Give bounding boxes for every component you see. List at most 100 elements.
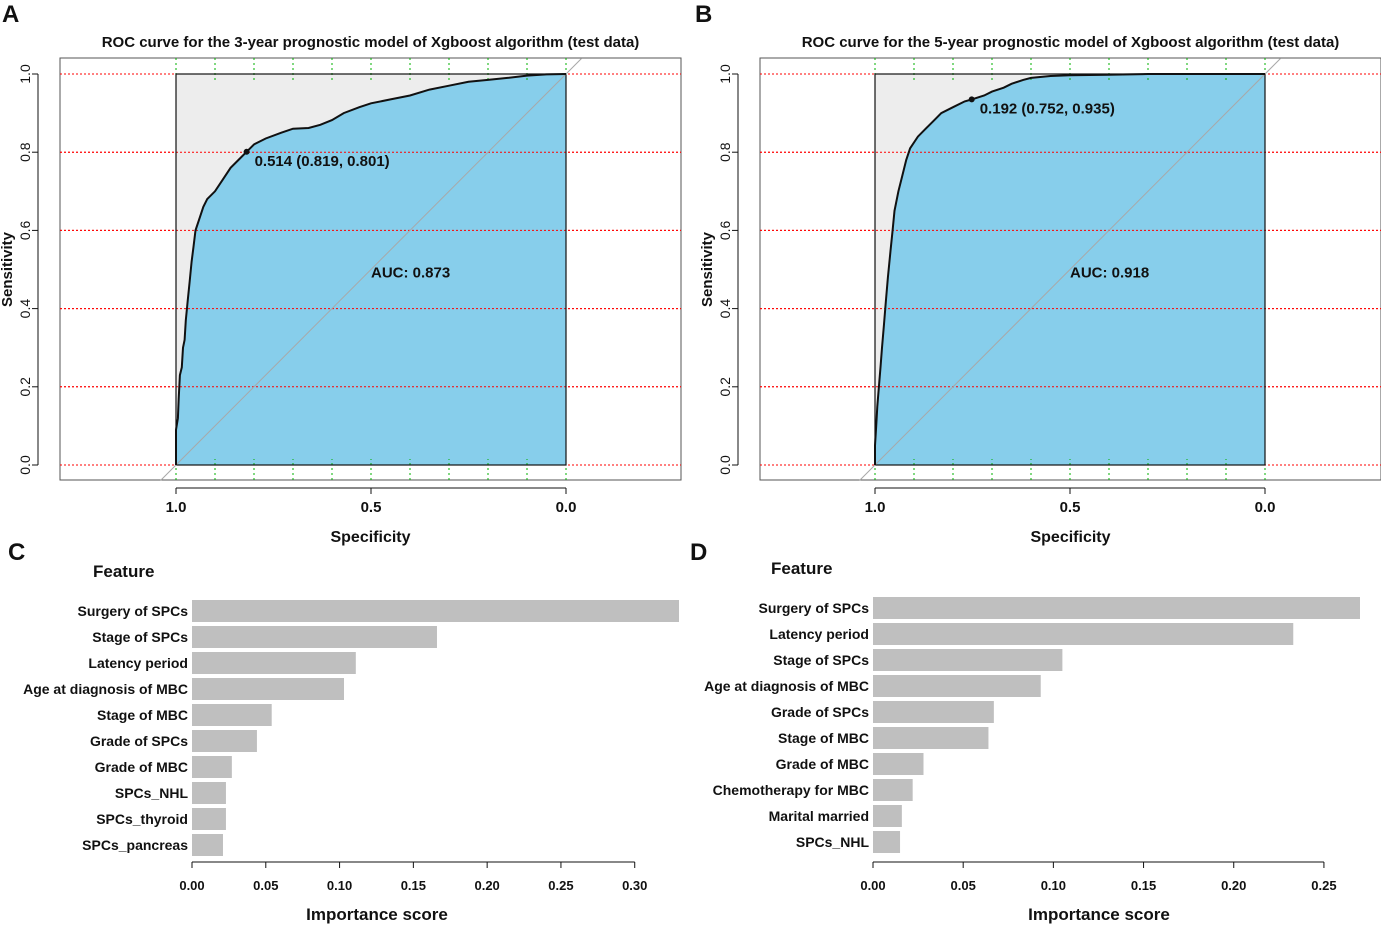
importance-bar [192, 730, 257, 752]
feature-label: Stage of SPCs [92, 629, 188, 645]
y-axis-title: Sensitivity [0, 231, 16, 307]
importance-bar [192, 678, 345, 700]
importance-bar [873, 831, 901, 853]
roc-panel-b: 0.192 (0.752, 0.935) AUC: 0.918 ROC curve … [699, 34, 1381, 546]
importance-bar [873, 649, 1063, 671]
importance-bar [192, 808, 226, 830]
x-tick-label: 0.15 [401, 878, 426, 893]
feature-label: SPCs_pancreas [82, 837, 188, 853]
feature-label: Grade of SPCs [771, 704, 869, 720]
feature-label: SPCs_NHL [796, 834, 870, 850]
roc-square-outline [175, 73, 567, 466]
feature-legend-title: Feature [93, 562, 154, 581]
feature-label: Grade of SPCs [90, 733, 188, 749]
y-tick-label: 0.0 [17, 455, 33, 475]
y-tick-label: 1.0 [17, 64, 33, 84]
feature-label: SPCs_NHL [115, 785, 189, 801]
feature-label: Age at diagnosis of MBC [704, 678, 869, 694]
x-tick-label: 0.30 [622, 878, 647, 893]
threshold-point [243, 148, 250, 155]
x-tick-label: 0.25 [1311, 878, 1336, 893]
y-tick-label: 0.2 [17, 377, 33, 397]
y-tick-label: 0.8 [717, 142, 733, 162]
threshold-label: 0.192 (0.752, 0.935) [980, 100, 1115, 117]
feature-label: Chemotherapy for MBC [713, 782, 869, 798]
feature-label: Stage of MBC [778, 730, 869, 746]
y-axis-title: Sensitivity [699, 231, 716, 307]
chart-title: ROC curve for the 3-year prognostic mode… [102, 34, 640, 51]
x-tick-label: 0.15 [1131, 878, 1156, 893]
feature-label: Latency period [88, 655, 188, 671]
roc-panel-a: 0.514 (0.819, 0.801) AUC: 0.873 ROC curve … [0, 34, 682, 546]
x-tick-label: 1.0 [865, 499, 886, 516]
importance-bar [192, 704, 272, 726]
auc-label: AUC: 0.873 [371, 264, 450, 281]
importance-bar [873, 779, 913, 801]
x-tick-label: 0.5 [361, 499, 382, 516]
x-tick-label: 0.00 [179, 878, 204, 893]
feature-label: SPCs_thyroid [96, 811, 188, 827]
importance-bar [192, 756, 232, 778]
feature-label: Surgery of SPCs [759, 600, 870, 616]
importance-bar [873, 727, 989, 749]
importance-bar [873, 805, 902, 827]
panel-label-d: D [690, 539, 707, 566]
panel-label-a: A [2, 1, 19, 28]
panel-label-b: B [695, 1, 712, 28]
threshold-label: 0.514 (0.819, 0.801) [255, 153, 390, 170]
y-tick-label: 0.0 [717, 455, 733, 475]
importance-bar [873, 597, 1360, 619]
threshold-point [968, 96, 975, 103]
feature-label: Marital married [769, 808, 869, 824]
importance-bar [873, 701, 994, 723]
chance-diagonal [859, 58, 1281, 481]
y-tick-label: 0.4 [17, 299, 33, 319]
y-tick-label: 0.6 [17, 220, 33, 240]
x-axis-title: Specificity [330, 529, 410, 546]
importance-bar [873, 675, 1041, 697]
y-tick-label: 0.2 [717, 377, 733, 397]
feature-label: Surgery of SPCs [78, 603, 189, 619]
x-axis-title: Importance score [306, 905, 448, 924]
feature-legend-title: Feature [771, 559, 832, 578]
roc-square-outline [874, 73, 1266, 466]
x-tick-label: 0.10 [327, 878, 352, 893]
feature-label: Grade of MBC [95, 759, 188, 775]
auc-label: AUC: 0.918 [1070, 264, 1149, 281]
x-tick-label: 0.5 [1060, 499, 1081, 516]
importance-panel-d: Feature Surgery of SPCs Latency period Stag… [704, 559, 1360, 924]
feature-label: Grade of MBC [776, 756, 869, 772]
chart-title: ROC curve for the 5-year prognostic mode… [802, 34, 1340, 51]
x-tick-label: 0.0 [556, 499, 577, 516]
x-tick-label: 0.05 [951, 878, 976, 893]
y-tick-label: 1.0 [717, 64, 733, 84]
x-tick-label: 0.00 [860, 878, 885, 893]
importance-bar [873, 753, 924, 775]
x-tick-label: 1.0 [166, 499, 187, 516]
x-tick-label: 0.05 [253, 878, 278, 893]
x-tick-label: 0.20 [1221, 878, 1246, 893]
importance-bar [873, 623, 1294, 645]
importance-bar [192, 600, 679, 622]
y-tick-label: 0.4 [717, 299, 733, 319]
x-tick-label: 0.10 [1041, 878, 1066, 893]
x-axis-title: Importance score [1028, 905, 1170, 924]
x-axis-title: Specificity [1030, 529, 1110, 546]
feature-label: Latency period [769, 626, 869, 642]
feature-label: Age at diagnosis of MBC [23, 681, 188, 697]
panel-label-c: C [8, 539, 25, 566]
importance-bar [192, 834, 223, 856]
x-tick-label: 0.20 [474, 878, 499, 893]
roc-curve [874, 73, 1265, 465]
x-tick-label: 0.0 [1255, 499, 1276, 516]
roc-curve [175, 73, 567, 465]
importance-bar [192, 626, 437, 648]
importance-panel-c: Feature Surgery of SPCs Stage of SPCs Laten… [23, 562, 679, 924]
feature-label: Stage of SPCs [773, 652, 869, 668]
x-tick-label: 0.25 [548, 878, 573, 893]
importance-bar [192, 782, 226, 804]
y-tick-label: 0.8 [17, 142, 33, 162]
feature-label: Stage of MBC [97, 707, 188, 723]
importance-bar [192, 652, 356, 674]
